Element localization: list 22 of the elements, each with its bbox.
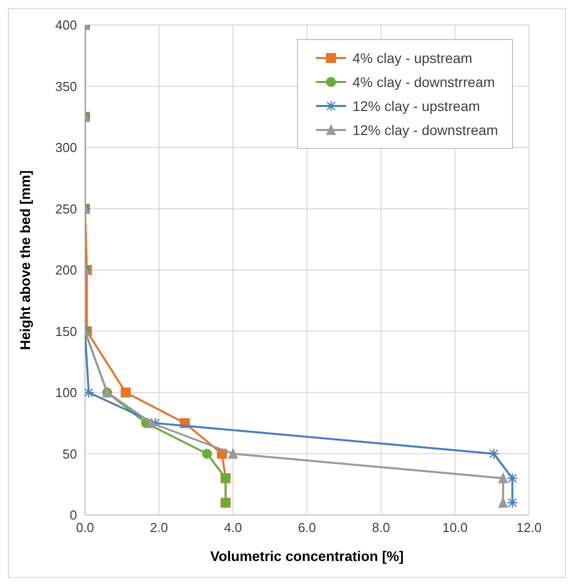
x-tick-label: 0.0 xyxy=(76,520,94,536)
legend-label: 4% clay - upstream xyxy=(352,49,472,68)
y-tick-label: 400 xyxy=(55,18,77,33)
y-tick-label: 100 xyxy=(55,385,77,400)
legend-label: 12% clay - upstream xyxy=(352,97,480,116)
legend-label: 4% clay - downstrream xyxy=(352,73,495,92)
y-tick-label: 0 xyxy=(70,508,77,523)
y-tick-label: 150 xyxy=(55,324,77,339)
y-tick-label: 250 xyxy=(55,201,77,216)
x-tick-label: 6.0 xyxy=(298,520,316,536)
x-tick-label: 10.0 xyxy=(442,520,468,536)
x-tick-label: 2.0 xyxy=(150,520,168,536)
y-axis-title: Height above the bed [mm] xyxy=(16,170,33,350)
legend-label: 12% clay - downstream xyxy=(352,121,498,140)
y-tick-label: 350 xyxy=(55,78,77,94)
x-tick-label: 12.0 xyxy=(516,520,542,536)
y-tick-label: 300 xyxy=(55,140,77,156)
y-tick-label: 200 xyxy=(55,262,77,278)
y-tick-label: 50 xyxy=(62,446,77,462)
x-tick-label: 4.0 xyxy=(224,520,242,536)
x-tick-label: 8.0 xyxy=(372,520,390,536)
x-axis-title: Volumetric concentration [%] xyxy=(210,548,404,564)
